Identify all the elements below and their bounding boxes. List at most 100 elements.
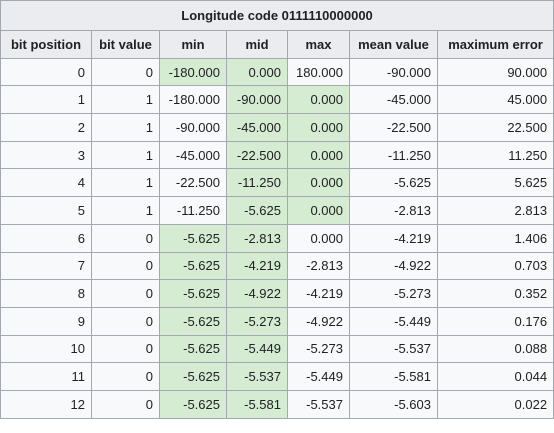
header-max: max [287,30,350,59]
min-cell: -11.250 [159,196,227,225]
bit-position-cell: 12 [0,389,92,419]
mean-value-cell: -4.922 [349,251,438,281]
table-row: 5 1 -11.250 -5.625 0.000 -2.813 2.813 [0,196,554,225]
bit-value-cell: 0 [91,389,160,419]
bit-value-cell: 0 [91,362,160,391]
min-cell: -5.625 [159,251,227,281]
maximum-error-cell: 0.176 [436,306,554,336]
table-row: 0 0 -180.000 0.000 180.000 -90.000 90.000 [0,57,554,87]
min-cell: -5.625 [159,306,227,336]
mid-cell: -5.273 [226,306,288,336]
table-row: 11 0 -5.625 -5.537 -5.449 -5.581 0.044 [0,362,554,391]
table-body: 0 0 -180.000 0.000 180.000 -90.000 90.000 1 1 -18… [0,57,554,419]
bit-value-cell: 0 [91,334,160,364]
mean-value-cell: -4.219 [349,223,438,253]
min-cell: -180.000 [159,57,227,87]
mean-value-cell: -5.273 [349,279,438,308]
header-mid: mid [226,30,288,59]
bit-position-cell: 8 [0,279,92,308]
bit-value-cell: 1 [91,113,160,142]
header-maximum-error: maximum error [436,30,554,59]
bit-position-cell: 10 [0,334,92,364]
mid-cell: -4.219 [226,251,288,281]
max-cell: -5.537 [287,389,350,419]
mean-value-cell: -5.625 [349,168,438,198]
mean-value-cell: -5.603 [349,389,438,419]
caption-row: Longitude code 0111110000000 [0,0,554,31]
mid-cell: -5.449 [226,334,288,364]
mean-value-cell: -90.000 [349,57,438,87]
max-cell: 0.000 [287,85,350,115]
table-row: 1 1 -180.000 -90.000 0.000 -45.000 45.000 [0,85,554,115]
table-row: 12 0 -5.625 -5.581 -5.537 -5.603 0.022 [0,389,554,419]
bit-position-cell: 7 [0,251,92,281]
bit-position-cell: 4 [0,168,92,198]
bit-position-cell: 11 [0,362,92,391]
table-row: 7 0 -5.625 -4.219 -2.813 -4.922 0.703 [0,251,554,281]
mid-cell: -90.000 [226,85,288,115]
bit-value-cell: 0 [91,306,160,336]
mid-cell: 0.000 [226,57,288,87]
mid-cell: -4.922 [226,279,288,308]
min-cell: -45.000 [159,140,227,170]
mean-value-cell: -5.449 [349,306,438,336]
max-cell: 0.000 [287,140,350,170]
maximum-error-cell: 0.088 [436,334,554,364]
bit-position-cell: 3 [0,140,92,170]
max-cell: -2.813 [287,251,350,281]
table-caption: Longitude code 0111110000000 [0,0,554,31]
maximum-error-cell: 0.022 [436,389,554,419]
mid-cell: -22.500 [226,140,288,170]
maximum-error-cell: 0.352 [436,279,554,308]
max-cell: -5.449 [287,362,350,391]
mid-cell: -11.250 [226,168,288,198]
max-cell: 0.000 [287,113,350,142]
table-row: 10 0 -5.625 -5.449 -5.273 -5.537 0.088 [0,334,554,364]
bit-position-cell: 6 [0,223,92,253]
maximum-error-cell: 11.250 [436,140,554,170]
min-cell: -180.000 [159,85,227,115]
maximum-error-cell: 0.703 [436,251,554,281]
max-cell: -5.273 [287,334,350,364]
bit-value-cell: 0 [91,223,160,253]
header-bit-position: bit position [0,30,92,59]
bit-position-cell: 1 [0,85,92,115]
bit-position-cell: 9 [0,306,92,336]
header-mean-value: mean value [349,30,438,59]
min-cell: -5.625 [159,223,227,253]
max-cell: -4.922 [287,306,350,336]
min-cell: -90.000 [159,113,227,142]
maximum-error-cell: 5.625 [436,168,554,198]
mean-value-cell: -2.813 [349,196,438,225]
maximum-error-cell: 2.813 [436,196,554,225]
header-min: min [159,30,227,59]
table-row: 2 1 -90.000 -45.000 0.000 -22.500 22.500 [0,113,554,142]
mean-value-cell: -22.500 [349,113,438,142]
bit-position-cell: 2 [0,113,92,142]
max-cell: 0.000 [287,196,350,225]
mean-value-cell: -5.581 [349,362,438,391]
max-cell: 0.000 [287,168,350,198]
longitude-code-table: Longitude code 0111110000000 bit positio… [0,0,554,419]
mid-cell: -5.581 [226,389,288,419]
header-row: bit position bit value min mid max mean … [0,30,554,59]
bit-position-cell: 0 [0,57,92,87]
table-row: 3 1 -45.000 -22.500 0.000 -11.250 11.250 [0,140,554,170]
min-cell: -5.625 [159,389,227,419]
table-row: 4 1 -22.500 -11.250 0.000 -5.625 5.625 [0,168,554,198]
mean-value-cell: -11.250 [349,140,438,170]
bit-value-cell: 0 [91,57,160,87]
maximum-error-cell: 22.500 [436,113,554,142]
table-row: 9 0 -5.625 -5.273 -4.922 -5.449 0.176 [0,306,554,336]
maximum-error-cell: 0.044 [436,362,554,391]
bit-value-cell: 0 [91,251,160,281]
table-row: 6 0 -5.625 -2.813 0.000 -4.219 1.406 [0,223,554,253]
maximum-error-cell: 90.000 [436,57,554,87]
min-cell: -22.500 [159,168,227,198]
mean-value-cell: -5.537 [349,334,438,364]
maximum-error-cell: 1.406 [436,223,554,253]
mid-cell: -45.000 [226,113,288,142]
max-cell: 180.000 [287,57,350,87]
bit-value-cell: 1 [91,168,160,198]
mean-value-cell: -45.000 [349,85,438,115]
